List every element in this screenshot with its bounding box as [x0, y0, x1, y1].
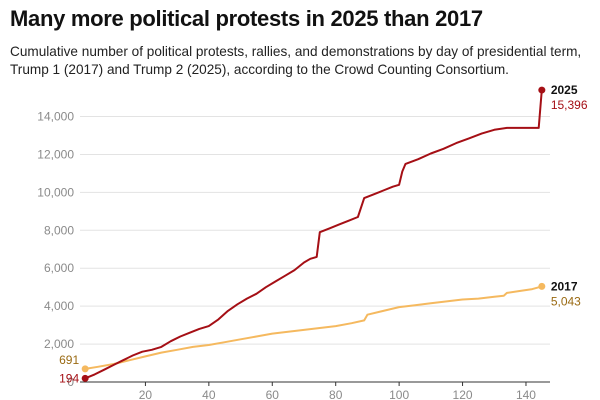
y-tick-label: 6,000	[44, 261, 74, 275]
start-point-2025	[81, 374, 89, 382]
x-tick-label: 20	[139, 388, 153, 400]
end-point-2025	[538, 86, 546, 94]
start-value-label-2017: 691	[59, 353, 79, 367]
y-tick-label: 8,000	[44, 223, 74, 237]
x-tick-label: 140	[516, 388, 536, 400]
chart-subtitle: Cumulative number of political protests,…	[10, 44, 582, 77]
axes: 0 2,000 4,000 6,000 8,000 10,000 12,000 14,000 2…	[37, 110, 550, 400]
y-tick-label: 4,000	[44, 299, 74, 313]
x-tick-label: 80	[329, 388, 343, 400]
y-tick-label: 0	[67, 375, 74, 389]
start-point-2017	[81, 365, 89, 373]
y-tick-label: 10,000	[37, 185, 74, 199]
x-tick-label: 120	[453, 388, 473, 400]
x-tick-label: 100	[389, 388, 409, 400]
chart-title: Many more political protests in 2025 tha…	[10, 6, 483, 31]
end-value-label-2017: 5,043	[551, 294, 581, 308]
end-point-2017	[538, 282, 546, 290]
x-tick-label: 40	[202, 388, 216, 400]
series-name-label-2017: 2017	[551, 279, 578, 293]
series-name-label-2025: 2025	[551, 83, 578, 97]
x-tick-label: 60	[266, 388, 280, 400]
series-line-2017	[84, 285, 543, 370]
end-value-label-2025: 15,396	[551, 98, 588, 112]
y-tick-label: 12,000	[37, 147, 74, 161]
y-tick-label: 14,000	[37, 110, 74, 124]
series-lines	[81, 86, 546, 382]
start-value-label-2025: 194	[59, 371, 79, 385]
y-tick-label: 2,000	[44, 337, 74, 351]
series-line-2025	[84, 89, 543, 380]
gridlines	[80, 116, 550, 345]
